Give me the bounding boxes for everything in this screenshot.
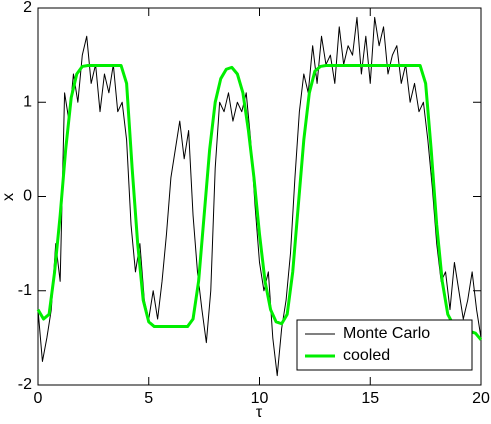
y-tick-label: -1: [18, 282, 32, 299]
y-tick-label: -2: [18, 376, 32, 393]
x-tick-label: 10: [251, 390, 269, 407]
y-tick-label: 0: [23, 188, 32, 205]
legend-label: Monte Carlo: [343, 325, 430, 342]
x-tick-label: 15: [361, 390, 379, 407]
y-axis-label: x: [0, 193, 17, 201]
y-tick-label: 1: [23, 93, 32, 110]
legend-label: cooled: [343, 347, 390, 364]
legend: Monte Carlo cooled: [296, 319, 473, 371]
x-tick-label: 5: [144, 390, 153, 407]
y-tick-label: 2: [23, 0, 32, 16]
series-line: [37, 16, 482, 377]
x-tick-label: 20: [472, 390, 490, 407]
series-line: [36, 63, 483, 341]
legend-box: [296, 319, 473, 371]
x-tick-label: 0: [34, 390, 43, 407]
x-axis-label: τ: [256, 404, 263, 421]
